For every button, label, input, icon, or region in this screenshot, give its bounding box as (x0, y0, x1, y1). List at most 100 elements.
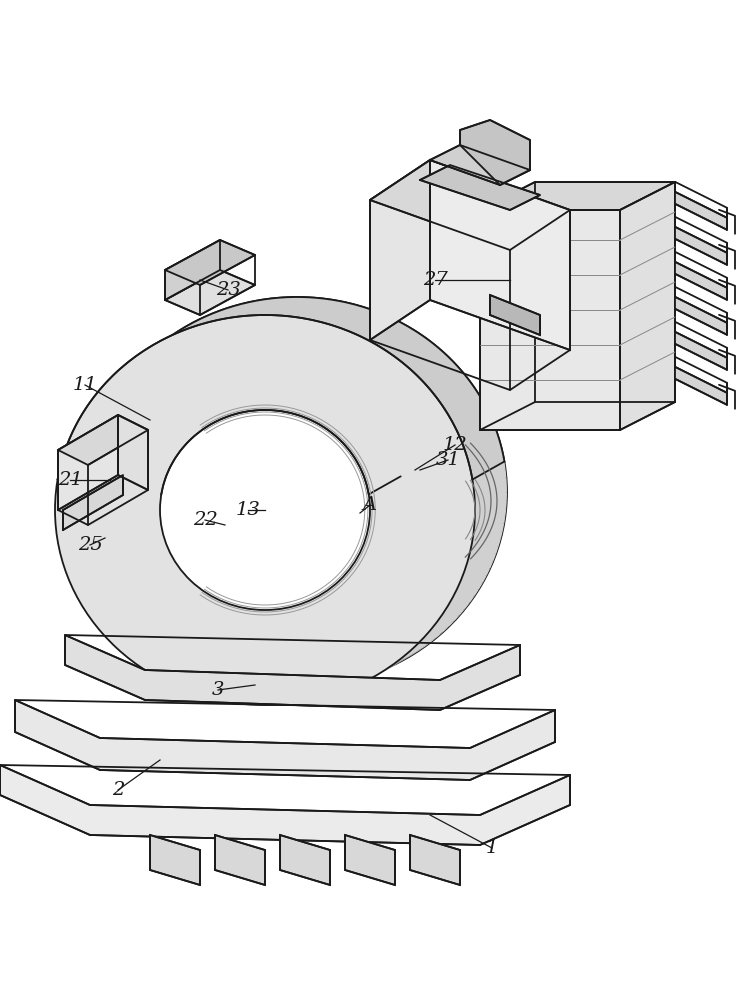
Polygon shape (455, 568, 490, 593)
Polygon shape (58, 455, 91, 479)
Polygon shape (59, 530, 93, 556)
Polygon shape (356, 316, 395, 337)
Polygon shape (233, 396, 269, 415)
Polygon shape (252, 392, 287, 411)
Polygon shape (165, 240, 220, 300)
Polygon shape (112, 625, 150, 649)
Polygon shape (206, 407, 242, 427)
Polygon shape (448, 396, 483, 420)
Polygon shape (304, 399, 339, 418)
Polygon shape (363, 456, 396, 477)
Polygon shape (310, 681, 350, 700)
Polygon shape (65, 635, 520, 710)
Polygon shape (291, 299, 331, 318)
Polygon shape (430, 160, 570, 350)
Polygon shape (215, 835, 265, 885)
Polygon shape (203, 409, 238, 429)
Polygon shape (130, 641, 169, 664)
Polygon shape (440, 384, 476, 408)
Polygon shape (439, 595, 475, 620)
Polygon shape (59, 448, 92, 473)
Polygon shape (364, 459, 398, 480)
Text: 21: 21 (58, 471, 82, 489)
Polygon shape (460, 421, 495, 446)
Polygon shape (458, 561, 494, 586)
Polygon shape (130, 338, 168, 361)
Polygon shape (349, 313, 388, 334)
Polygon shape (675, 367, 727, 405)
Polygon shape (217, 301, 256, 320)
Polygon shape (192, 418, 226, 438)
Polygon shape (166, 456, 200, 477)
Polygon shape (69, 415, 104, 439)
Polygon shape (286, 394, 321, 413)
Polygon shape (91, 601, 128, 626)
Polygon shape (223, 399, 259, 418)
Polygon shape (124, 343, 162, 365)
Polygon shape (470, 448, 503, 473)
Polygon shape (187, 423, 221, 443)
Polygon shape (277, 686, 317, 705)
Polygon shape (358, 446, 392, 467)
Polygon shape (109, 357, 146, 380)
Polygon shape (335, 418, 370, 438)
Polygon shape (474, 477, 507, 503)
Polygon shape (278, 393, 314, 411)
Polygon shape (118, 415, 148, 490)
Polygon shape (226, 398, 262, 417)
Polygon shape (368, 469, 400, 491)
Polygon shape (306, 301, 346, 320)
Polygon shape (317, 405, 352, 425)
Ellipse shape (160, 410, 370, 610)
Polygon shape (216, 402, 251, 421)
Polygon shape (348, 431, 382, 452)
Polygon shape (416, 357, 454, 380)
Polygon shape (620, 182, 675, 430)
Polygon shape (244, 393, 280, 412)
Ellipse shape (87, 297, 507, 687)
Polygon shape (195, 676, 235, 696)
Text: 3: 3 (211, 681, 224, 699)
Polygon shape (433, 602, 470, 626)
Polygon shape (473, 508, 506, 534)
Polygon shape (468, 441, 502, 466)
Polygon shape (342, 670, 382, 691)
Text: 25: 25 (78, 536, 102, 554)
Polygon shape (119, 347, 157, 370)
Polygon shape (238, 298, 278, 317)
Polygon shape (369, 323, 407, 344)
Polygon shape (268, 687, 309, 705)
Polygon shape (213, 403, 248, 423)
Polygon shape (173, 440, 208, 461)
Polygon shape (357, 664, 397, 685)
Polygon shape (366, 466, 399, 487)
Polygon shape (447, 582, 483, 607)
Ellipse shape (55, 315, 475, 705)
Polygon shape (254, 297, 293, 315)
Polygon shape (280, 835, 330, 885)
Polygon shape (475, 485, 507, 510)
Polygon shape (161, 473, 194, 494)
Polygon shape (473, 469, 506, 495)
Polygon shape (113, 352, 151, 375)
Polygon shape (362, 452, 394, 474)
Polygon shape (310, 402, 346, 421)
Polygon shape (209, 302, 248, 322)
Polygon shape (164, 663, 204, 685)
Polygon shape (188, 673, 227, 694)
Polygon shape (241, 394, 277, 413)
Polygon shape (302, 682, 342, 702)
Polygon shape (290, 395, 325, 414)
Polygon shape (143, 651, 182, 673)
Polygon shape (227, 684, 268, 703)
Polygon shape (284, 298, 323, 317)
Polygon shape (202, 304, 242, 324)
Polygon shape (460, 120, 530, 185)
Polygon shape (224, 300, 263, 319)
Polygon shape (388, 334, 426, 356)
Polygon shape (675, 262, 727, 300)
Polygon shape (380, 651, 418, 674)
Polygon shape (230, 397, 266, 416)
Polygon shape (464, 428, 497, 452)
Polygon shape (256, 392, 291, 410)
